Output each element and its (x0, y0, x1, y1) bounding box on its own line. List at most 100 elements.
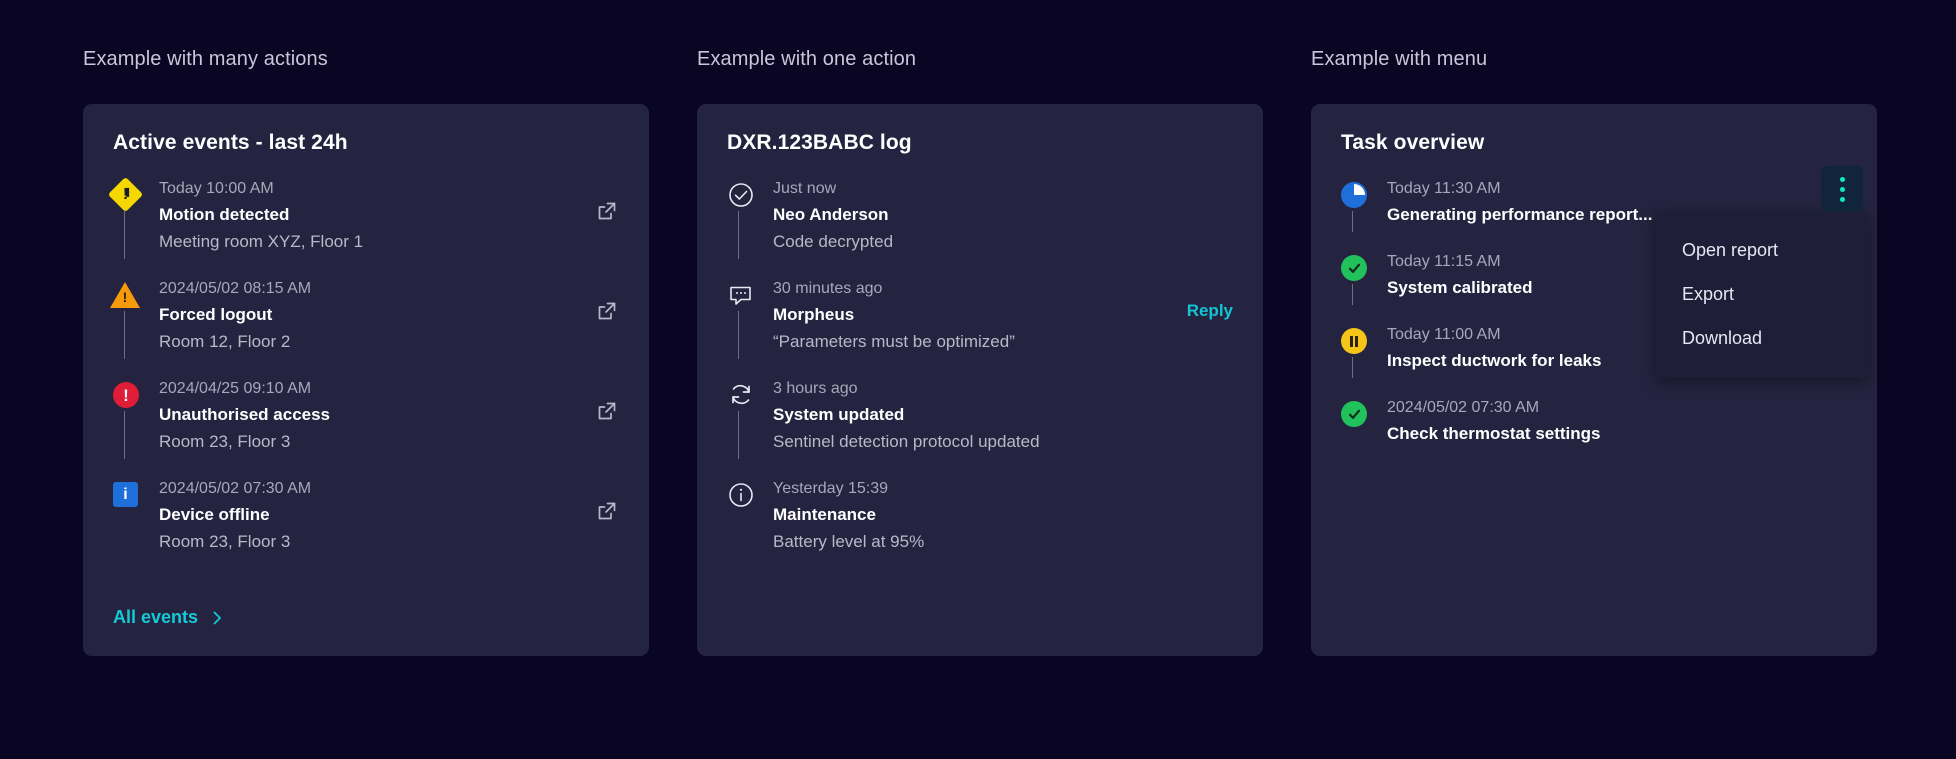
timeline-connector (1352, 211, 1353, 232)
info-square-glyph: i (123, 485, 128, 503)
log-icon-gutter (727, 277, 773, 359)
check-circle-outline-icon (729, 183, 753, 207)
task-icon-gutter (1341, 177, 1387, 232)
event-icon-gutter: ! (113, 377, 159, 459)
event-title: Forced logout (159, 305, 273, 324)
log-icon-gutter (727, 177, 773, 259)
task-row: Today 11:15 AM System calibrated (1341, 250, 1847, 323)
task-body: 2024/05/02 07:30 AM Check thermostat set… (1387, 396, 1847, 447)
event-row: ! Today 10:00 AM Motion detected Meeting… (107, 176, 619, 277)
menu-item-open-report[interactable]: Open report (1682, 240, 1779, 260)
chat-bubble-icon (730, 286, 751, 305)
success-check-circle-icon (1341, 401, 1367, 427)
error-circle-glyph: ! (123, 385, 129, 405)
event-title: Device offline (159, 505, 270, 524)
event-description: Meeting room XYZ, Floor 1 (159, 232, 364, 251)
external-link-icon[interactable] (595, 299, 619, 323)
log-title: System updated (773, 405, 905, 424)
log-icon-gutter (727, 377, 773, 459)
card-title-dxr-log: DXR.123BABC log (727, 131, 912, 154)
section-title-with-menu: Example with menu (1311, 48, 1488, 70)
all-events-link[interactable]: All events (113, 607, 224, 628)
task-title: Generating performance report... (1387, 205, 1653, 224)
log-body: 3 hours ago System updated Sentinel dete… (773, 377, 1233, 455)
task-title: System calibrated (1387, 278, 1533, 297)
event-body: 2024/05/02 08:15 AM Forced logout Room 1… (159, 277, 619, 355)
log-description: “Parameters must be optimized” (773, 332, 1015, 351)
task-icon-gutter (1341, 396, 1387, 447)
warning-diamond-glyph: ! (122, 185, 129, 203)
log-description: Code decrypted (773, 232, 894, 251)
task-title: Inspect ductwork for leaks (1387, 351, 1602, 370)
event-time: 2024/04/25 09:10 AM (159, 380, 312, 397)
info-circle-outline-icon (729, 483, 753, 507)
task-row: Today 11:30 AM Generating performance re… (1341, 177, 1847, 250)
log-body: 30 minutes ago Morpheus “Parameters must… (773, 277, 1233, 355)
card-dxr-log: DXR.123BABC log Just now Neo Anderson Co… (697, 104, 1263, 656)
column-many-actions: Example with many actions Active events … (83, 48, 649, 656)
log-description: Battery level at 95% (773, 532, 925, 551)
task-time: Today 11:00 AM (1387, 326, 1501, 343)
external-link-icon[interactable] (595, 499, 619, 523)
card-task-overview: Task overview Today 11:30 AM Generating … (1311, 104, 1877, 656)
timeline-connector (1352, 284, 1353, 305)
warning-triangle-glyph: ! (122, 289, 128, 305)
task-time: Today 11:15 AM (1387, 253, 1501, 270)
event-timeline: ! Today 10:00 AM Motion detected Meeting… (107, 176, 619, 555)
success-check-circle-icon (1341, 255, 1367, 281)
event-body: 2024/04/25 09:10 AM Unauthorised access … (159, 377, 619, 455)
event-body: Today 10:00 AM Motion detected Meeting r… (159, 177, 619, 255)
event-description: Room 12, Floor 2 (159, 332, 291, 351)
event-body: 2024/05/02 07:30 AM Device offline Room … (159, 477, 619, 555)
timeline-connector (124, 211, 125, 259)
timeline-connector (124, 411, 125, 459)
card-title-task-overview: Task overview (1341, 131, 1485, 154)
card-title-active-events: Active events - last 24h (113, 131, 348, 154)
error-circle-icon: ! (113, 382, 139, 408)
log-title: Neo Anderson (773, 205, 889, 224)
event-icon-gutter: i (113, 477, 159, 555)
task-timeline: Today 11:30 AM Generating performance re… (1341, 177, 1847, 447)
event-description: Room 23, Floor 3 (159, 432, 291, 451)
info-square-icon: i (113, 482, 138, 507)
section-title-one-action: Example with one action (697, 48, 917, 70)
log-time: Yesterday 15:39 (773, 480, 889, 497)
timeline-connector (1352, 357, 1353, 378)
timeline-connector (738, 211, 739, 259)
task-row: 2024/05/02 07:30 AM Check thermostat set… (1341, 396, 1847, 447)
menu-item-export[interactable]: Export (1682, 284, 1735, 304)
task-body: Today 11:15 AM System calibrated (1387, 250, 1847, 301)
context-menu: Open report Export Download (1656, 212, 1868, 378)
log-title: Maintenance (773, 505, 876, 524)
event-icon-gutter: ! (107, 176, 159, 259)
log-body: Just now Neo Anderson Code decrypted (773, 177, 1233, 255)
task-body: Today 11:00 AM Inspect ductwork for leak… (1387, 323, 1847, 374)
timeline-connector (738, 411, 739, 459)
kebab-dot (1839, 196, 1845, 202)
cards-board: Example with many actions Active events … (0, 0, 1956, 656)
menu-item-download[interactable]: Download (1682, 328, 1763, 348)
reply-link[interactable]: Reply (1186, 301, 1233, 320)
event-time: Today 10:00 AM (159, 180, 274, 197)
event-title: Unauthorised access (159, 405, 331, 424)
task-title: Check thermostat settings (1387, 424, 1601, 443)
card-active-events: Active events - last 24h ! Today 10:00 A… (83, 104, 649, 656)
timeline-connector (124, 311, 125, 359)
task-icon-gutter (1341, 323, 1387, 378)
event-title: Motion detected (159, 205, 290, 224)
task-time: 2024/05/02 07:30 AM (1387, 399, 1540, 416)
all-events-label: All events (113, 607, 199, 627)
external-link-icon[interactable] (595, 399, 619, 423)
paused-circle-icon (1341, 328, 1367, 354)
external-link-icon[interactable] (595, 199, 619, 223)
log-title: Morpheus (773, 305, 855, 324)
log-row: 3 hours ago System updated Sentinel dete… (727, 377, 1233, 477)
warning-triangle-icon: ! (110, 282, 140, 308)
event-time: 2024/05/02 07:30 AM (159, 480, 312, 497)
log-time: Just now (773, 180, 837, 197)
card-footer: All events (113, 607, 224, 628)
kebab-menu-icon[interactable] (1821, 166, 1863, 212)
warning-diamond-icon: ! (107, 176, 144, 213)
event-row: ! 2024/04/25 09:10 AM Unauthorised acces… (113, 377, 619, 477)
task-body: Today 11:30 AM Generating performance re… (1387, 177, 1847, 228)
